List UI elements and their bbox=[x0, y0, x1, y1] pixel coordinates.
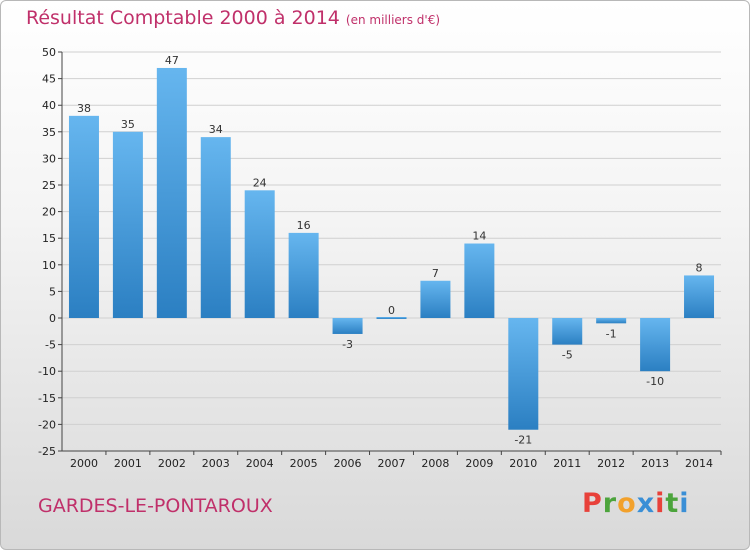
title-row: Résultat Comptable 2000 à 2014 (en millie… bbox=[26, 7, 440, 29]
bar-2006 bbox=[332, 318, 363, 334]
y-tick-label: 40 bbox=[42, 99, 56, 112]
x-tick-label-2012: 2012 bbox=[597, 457, 625, 470]
logo-letter: i bbox=[655, 488, 666, 519]
y-tick-label: -10 bbox=[38, 365, 56, 378]
data-label-2005: 16 bbox=[297, 219, 311, 232]
y-tick-label: -20 bbox=[38, 418, 56, 431]
logo-letter: o bbox=[617, 488, 637, 519]
bar-2003 bbox=[200, 137, 231, 318]
bar-2009 bbox=[464, 243, 495, 318]
x-tick-label-2013: 2013 bbox=[641, 457, 669, 470]
x-tick-label-2000: 2000 bbox=[70, 457, 98, 470]
bar-2011 bbox=[552, 318, 583, 345]
data-label-2000: 38 bbox=[77, 102, 91, 115]
proxiti-logo: Proxiti bbox=[582, 488, 690, 519]
y-tick-label: 50 bbox=[42, 46, 56, 59]
chart-title: Résultat Comptable 2000 à 2014 bbox=[26, 7, 340, 29]
bar-2002 bbox=[156, 67, 187, 319]
data-label-2012: -1 bbox=[606, 327, 617, 340]
logo-letter: t bbox=[665, 488, 680, 519]
data-label-2010: -21 bbox=[514, 434, 532, 447]
x-tick-label-2002: 2002 bbox=[158, 457, 186, 470]
bar-2000 bbox=[68, 115, 99, 318]
y-tick-label: 10 bbox=[42, 259, 56, 272]
data-label-2002: 47 bbox=[165, 54, 179, 67]
data-label-2004: 24 bbox=[253, 176, 267, 189]
y-tick-label: 30 bbox=[42, 152, 56, 165]
y-tick-label: 5 bbox=[49, 285, 56, 298]
bar-2013 bbox=[640, 318, 671, 372]
x-tick-label-2008: 2008 bbox=[421, 457, 449, 470]
data-label-2014: 8 bbox=[696, 261, 703, 274]
y-tick-label: 0 bbox=[49, 312, 56, 325]
y-tick-label: 35 bbox=[42, 126, 56, 139]
bar-2007 bbox=[376, 317, 407, 319]
x-tick-label-2006: 2006 bbox=[334, 457, 362, 470]
data-label-2003: 34 bbox=[209, 123, 223, 136]
bar-2012 bbox=[596, 318, 627, 324]
x-tick-label-2009: 2009 bbox=[465, 457, 493, 470]
bar-2001 bbox=[112, 131, 143, 318]
bar-2004 bbox=[244, 190, 275, 318]
x-tick-label-2011: 2011 bbox=[553, 457, 581, 470]
y-tick-label: -5 bbox=[45, 339, 56, 352]
logo-letter: P bbox=[582, 488, 603, 519]
logo-letter: r bbox=[602, 488, 618, 519]
logo-letter: i bbox=[679, 488, 690, 519]
commune-name: GARDES-LE-PONTAROUX bbox=[38, 495, 273, 517]
y-tick-label: 25 bbox=[42, 179, 56, 192]
x-tick-label-2014: 2014 bbox=[685, 457, 713, 470]
x-tick-label-2003: 2003 bbox=[202, 457, 230, 470]
x-tick-label-2004: 2004 bbox=[246, 457, 274, 470]
x-tick-label-2007: 2007 bbox=[378, 457, 406, 470]
logo-letter: x bbox=[636, 488, 656, 519]
data-label-2006: -3 bbox=[342, 338, 353, 351]
y-tick-label: -25 bbox=[38, 445, 56, 458]
bar-2014 bbox=[684, 275, 715, 318]
data-label-2009: 14 bbox=[472, 230, 486, 243]
bar-2010 bbox=[508, 318, 539, 430]
y-tick-label: 15 bbox=[42, 232, 56, 245]
x-tick-label-2005: 2005 bbox=[290, 457, 318, 470]
x-tick-label-2010: 2010 bbox=[509, 457, 537, 470]
data-label-2013: -10 bbox=[646, 375, 664, 388]
y-tick-label: -15 bbox=[38, 392, 56, 405]
bar-2008 bbox=[420, 280, 451, 318]
data-label-2008: 7 bbox=[432, 267, 439, 280]
y-tick-label: 20 bbox=[42, 206, 56, 219]
data-label-2007: 0 bbox=[388, 304, 395, 317]
data-label-2001: 35 bbox=[121, 118, 135, 131]
y-tick-label: 45 bbox=[42, 73, 56, 86]
x-tick-label-2001: 2001 bbox=[114, 457, 142, 470]
data-label-2011: -5 bbox=[562, 349, 573, 362]
bar-2005 bbox=[288, 232, 319, 318]
chart-subtitle: (en milliers d'€) bbox=[345, 13, 441, 27]
